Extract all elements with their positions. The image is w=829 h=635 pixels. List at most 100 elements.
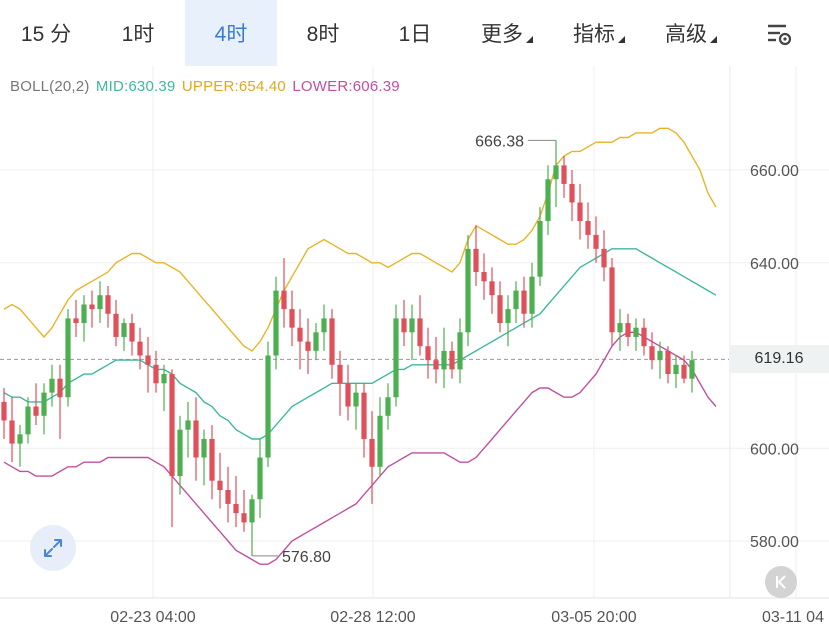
high-marker-label: 666.38: [475, 133, 524, 150]
candle: [137, 327, 143, 370]
candle: [73, 299, 79, 337]
candle-body: [521, 290, 527, 314]
candle-body: [129, 323, 135, 342]
candle: [665, 346, 671, 384]
candle-body: [321, 318, 327, 333]
candle-body: [177, 429, 183, 477]
legend-lower: LOWER:606.39: [292, 78, 400, 95]
tab-indicators-dropdown[interactable]: 指标: [553, 0, 645, 66]
candle-body: [561, 165, 567, 184]
candle: [305, 318, 311, 375]
dropdown-triangle-icon: [710, 35, 717, 43]
candle-body: [473, 248, 479, 273]
candle-body: [681, 364, 687, 379]
candle: [129, 313, 135, 356]
candle: [225, 466, 231, 523]
candle: [65, 309, 71, 407]
candle: [361, 383, 367, 458]
candle-body: [609, 267, 615, 333]
candle: [577, 183, 583, 240]
candle-body: [369, 438, 375, 467]
candle-body: [217, 480, 223, 490]
candle: [81, 295, 87, 342]
candle-body: [289, 309, 295, 328]
tab-15min[interactable]: 15 分: [0, 0, 92, 66]
candle: [561, 156, 567, 198]
candle: [369, 411, 375, 504]
low-marker-label: 576.80: [282, 549, 331, 566]
candle-body: [633, 327, 639, 337]
candle: [233, 476, 239, 528]
candle-body: [649, 346, 655, 361]
candle-body: [297, 327, 303, 342]
candle-body: [257, 457, 263, 500]
candle: [489, 267, 495, 314]
candle: [329, 309, 335, 379]
candle: [25, 397, 31, 444]
candle: [49, 364, 55, 407]
candle-body: [345, 383, 351, 407]
candle: [41, 383, 47, 435]
chart-settings-icon[interactable]: [760, 18, 796, 50]
tab-label: 15 分: [20, 23, 72, 46]
candle: [609, 258, 615, 347]
candle: [217, 452, 223, 509]
tab-4h[interactable]: 4时: [185, 0, 277, 66]
candle-body: [73, 318, 79, 324]
tab-label: 1时: [121, 23, 155, 46]
fullscreen-button[interactable]: [30, 525, 76, 571]
candle-body: [89, 304, 95, 310]
candle: [289, 290, 295, 347]
candle-body: [617, 323, 623, 333]
boll-upper-line: [3, 127, 717, 352]
tab-label: 4时: [214, 23, 248, 46]
candle: [265, 341, 271, 467]
interval-tabs: 15 分 1时 4时 8时 1日 更多 指标 高级: [0, 0, 829, 66]
candle-body: [113, 313, 119, 337]
scroll-to-latest-button[interactable]: [765, 566, 797, 598]
chart-grid: [0, 66, 829, 599]
candle-body: [201, 438, 207, 458]
scroll-to-latest-icon: [776, 575, 786, 589]
candle-body: [601, 248, 607, 268]
candle-body: [481, 272, 487, 282]
candle: [529, 262, 535, 328]
tab-advanced-dropdown[interactable]: 高级: [645, 0, 737, 66]
candle: [113, 299, 119, 347]
candle: [649, 332, 655, 370]
candle-body: [385, 397, 391, 416]
candle-body: [137, 341, 143, 356]
candle: [177, 415, 183, 495]
candle: [409, 304, 415, 361]
candle: [169, 369, 175, 528]
candle: [497, 281, 503, 333]
candle: [1, 387, 7, 439]
tab-8h[interactable]: 8时: [277, 0, 369, 66]
candle: [105, 285, 111, 328]
tab-label: 高级: [665, 23, 707, 46]
legend-upper: UPPER:654.40: [181, 78, 286, 95]
candle-body: [1, 401, 7, 421]
candle-body: [673, 364, 679, 375]
candle-body: [393, 318, 399, 398]
tab-1h[interactable]: 1时: [92, 0, 184, 66]
candle: [249, 494, 255, 556]
candle-body: [657, 350, 663, 361]
candle: [401, 299, 407, 347]
tab-label: 更多: [481, 23, 523, 46]
candle: [393, 304, 399, 407]
y-tick-label: 660.00: [750, 163, 799, 180]
candle: [9, 397, 15, 463]
x-tick-label: 02-28 12:00: [330, 609, 416, 626]
candle: [321, 304, 327, 351]
y-tick-label: 600.00: [750, 441, 799, 458]
tab-1d[interactable]: 1日: [369, 0, 461, 66]
candle-body: [233, 503, 239, 514]
candle-body: [409, 318, 415, 333]
candle-body: [25, 406, 31, 435]
candle-body: [449, 350, 455, 370]
tab-more-dropdown[interactable]: 更多: [461, 0, 553, 66]
boll-bands: [3, 127, 717, 565]
candle: [145, 336, 151, 393]
